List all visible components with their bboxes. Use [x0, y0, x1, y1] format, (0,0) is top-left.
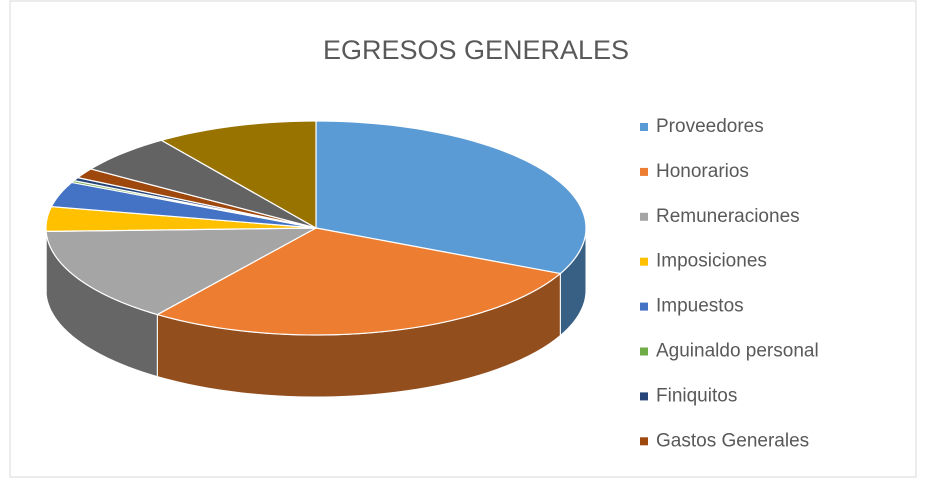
legend-label: Impuestos: [656, 296, 744, 317]
legend-swatch: [640, 348, 648, 356]
chart-title: EGRESOS GENERALES: [323, 35, 629, 65]
legend-swatch: [640, 123, 648, 131]
legend-label: Proveedores: [656, 116, 764, 137]
legend-swatch: [640, 392, 648, 400]
legend-swatch: [640, 437, 648, 445]
legend-label: Gastos Generales: [656, 430, 809, 451]
legend-label: Honorarios: [656, 161, 749, 182]
legend-label: Imposiciones: [656, 251, 767, 272]
legend-swatch: [640, 168, 648, 176]
legend-label: Finiquitos: [656, 385, 737, 406]
legend-label: Aguinaldo personal: [656, 341, 819, 362]
legend-swatch: [640, 303, 648, 311]
legend-label: Remuneraciones: [656, 206, 800, 227]
legend-swatch: [640, 213, 648, 221]
legend-swatch: [640, 258, 648, 266]
